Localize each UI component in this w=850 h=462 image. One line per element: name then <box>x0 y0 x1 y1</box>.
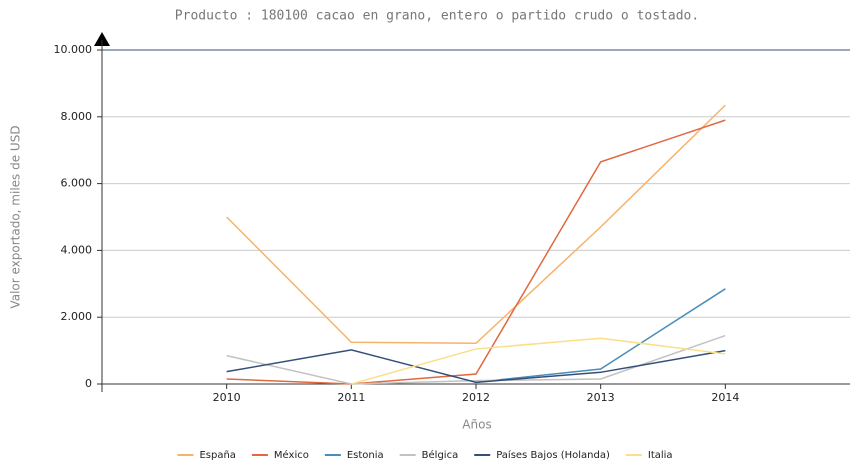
series-line <box>226 349 726 384</box>
legend-text: Italia <box>648 450 673 461</box>
legend-text: España <box>199 450 235 461</box>
legend-text: Países Bajos (Holanda) <box>496 449 610 461</box>
x-tick-label: 2010 <box>213 391 241 404</box>
y-tick-label: 0 <box>85 377 92 390</box>
y-tick-label: 2.000 <box>61 310 93 323</box>
series-line <box>475 288 726 384</box>
y-tick-label: 4.000 <box>61 243 93 256</box>
chart-title: Producto : 180100 cacao en grano, entero… <box>175 9 699 24</box>
x-tick-label: 2012 <box>462 391 490 404</box>
x-tick-label: 2014 <box>711 391 739 404</box>
y-tick-label: 8.000 <box>61 110 93 123</box>
y-axis-title: Valor exportado, miles de USD <box>9 125 23 308</box>
series-line <box>226 104 726 345</box>
x-tick-label: 2011 <box>337 391 365 404</box>
y-tick-label: 10.000 <box>54 43 93 56</box>
series-line <box>226 119 726 385</box>
y-tick-label: 6.000 <box>61 177 93 190</box>
series-line <box>351 337 726 385</box>
legend-text: Estonia <box>347 450 384 461</box>
x-axis-title: Años <box>462 418 491 432</box>
legend-text: Bélgica <box>422 449 459 461</box>
y-axis-arrow <box>94 32 110 46</box>
legend-text: México <box>274 449 309 461</box>
x-tick-label: 2013 <box>587 391 615 404</box>
